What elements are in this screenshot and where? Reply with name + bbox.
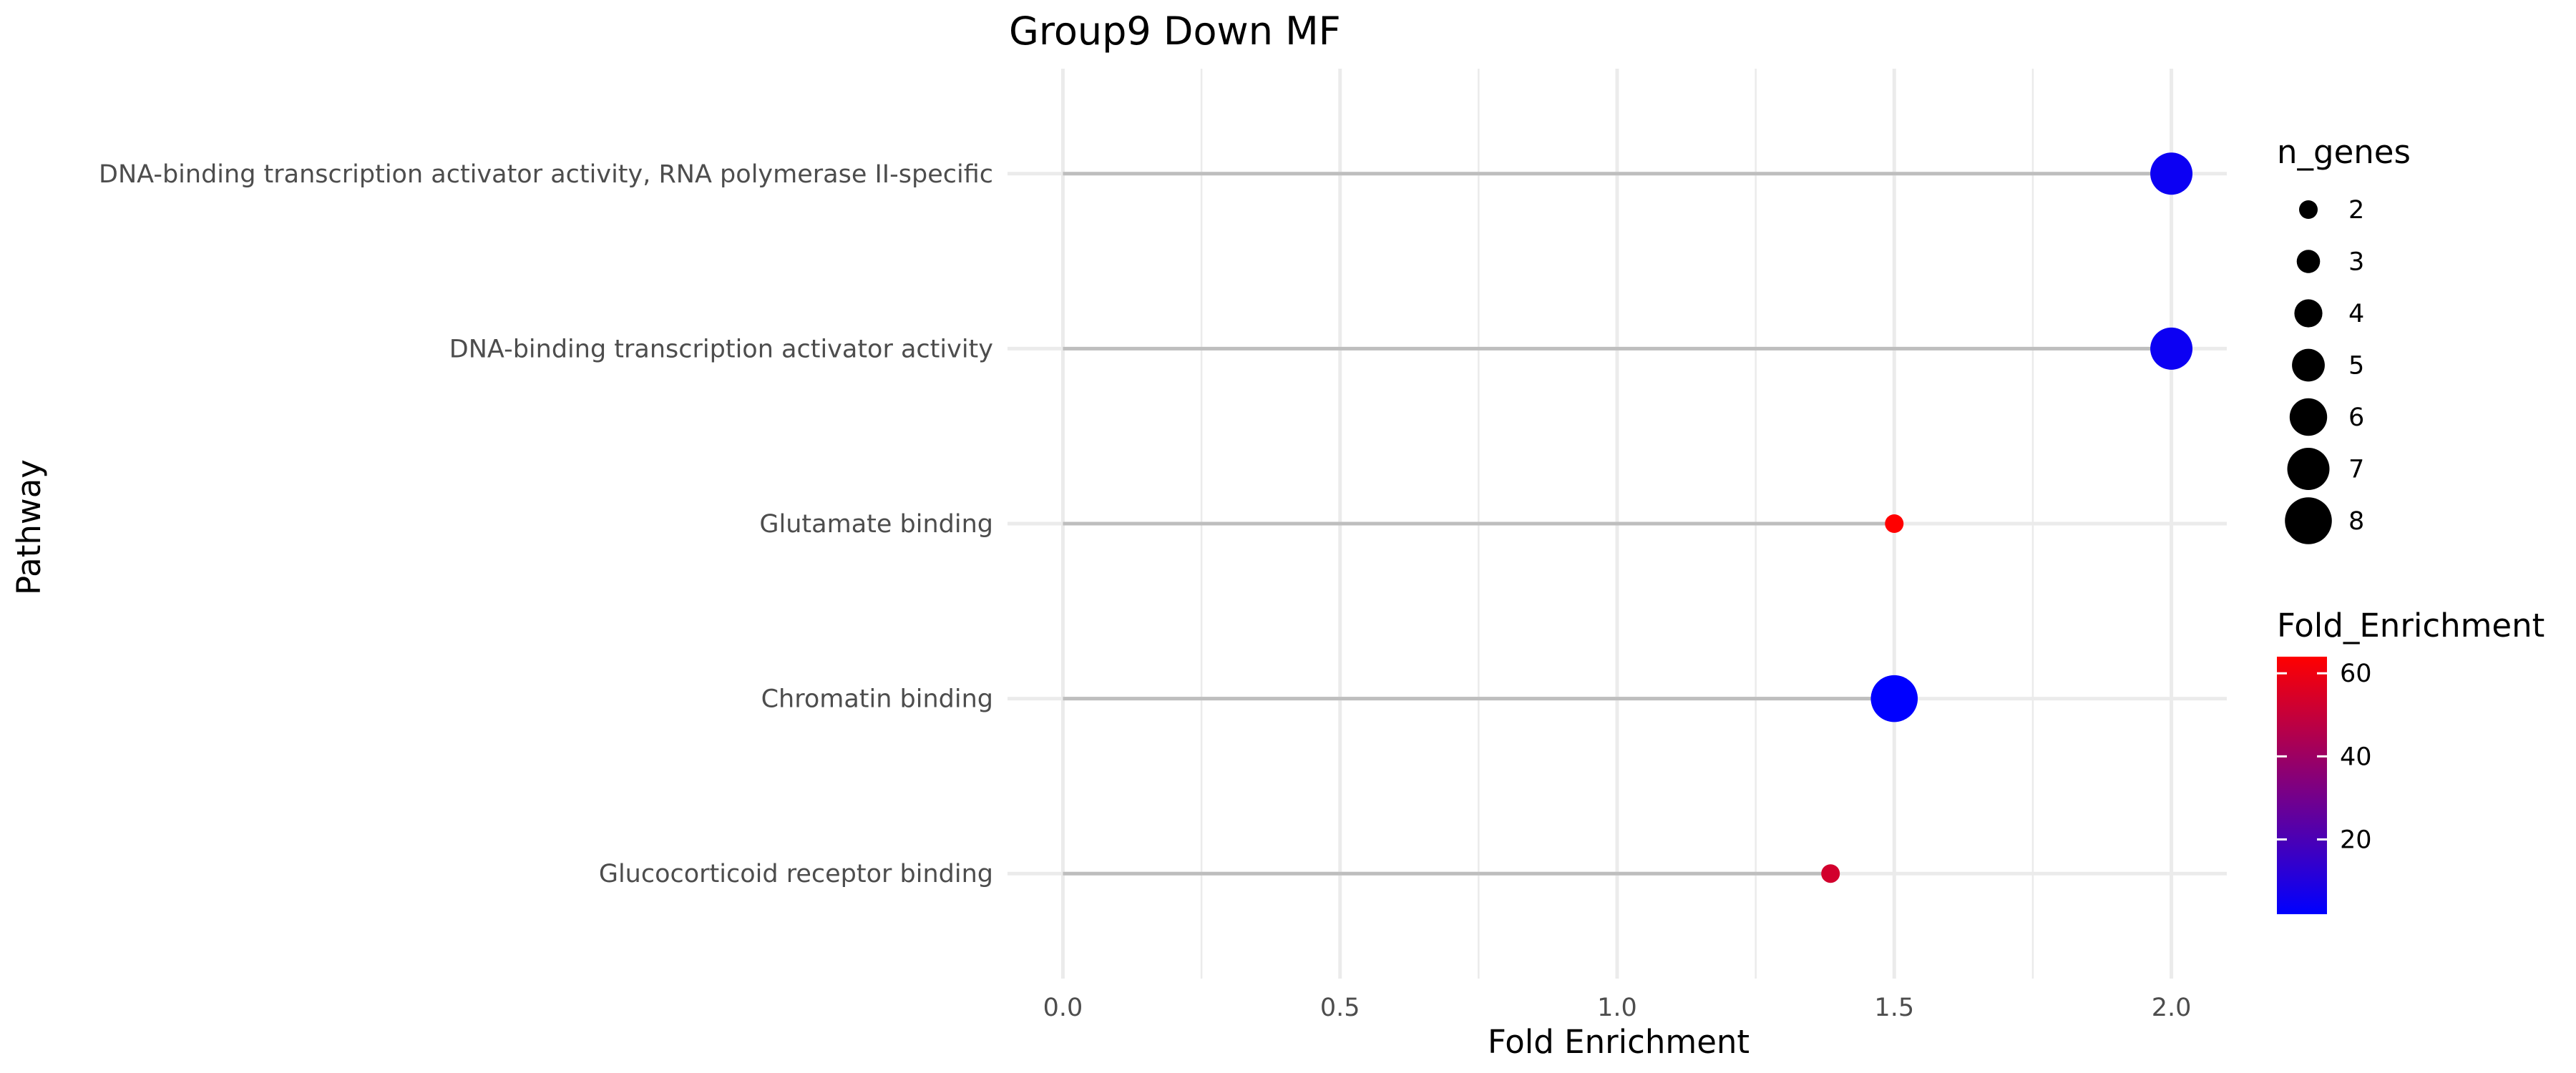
size-legend-label: 8 bbox=[2348, 507, 2364, 536]
size-legend-key bbox=[2294, 299, 2323, 328]
x-axis-title: Fold Enrichment bbox=[1488, 1023, 1750, 1061]
lollipop-point bbox=[2150, 327, 2193, 370]
size-legend-key bbox=[2292, 348, 2325, 382]
size-legend-label: 3 bbox=[2348, 248, 2364, 277]
y-tick-label: Chromatin binding bbox=[761, 685, 993, 714]
color-legend-label: 40 bbox=[2340, 743, 2372, 771]
size-legend-label: 4 bbox=[2348, 300, 2364, 328]
color-legend-label: 60 bbox=[2340, 660, 2372, 688]
y-axis-title: Pathway bbox=[10, 459, 48, 595]
size-legend-key bbox=[2287, 448, 2330, 490]
size-legend-key bbox=[2289, 398, 2328, 436]
size-legend-key bbox=[2285, 497, 2332, 544]
lollipop-point bbox=[2150, 152, 2193, 195]
size-legend-label: 6 bbox=[2348, 403, 2364, 432]
x-tick-label: 1.0 bbox=[1597, 994, 1637, 1022]
chart-title: Group9 Down MF bbox=[1009, 9, 1341, 54]
lollipop-point bbox=[1870, 675, 1918, 722]
points bbox=[1821, 152, 2193, 883]
color-legend: Fold_Enrichment 20 40 60 bbox=[2277, 607, 2545, 914]
color-legend-label: 20 bbox=[2340, 825, 2372, 854]
size-legend-key bbox=[2296, 250, 2321, 273]
size-legend-title: n_genes bbox=[2277, 133, 2411, 171]
x-tick-label: 1.5 bbox=[1874, 994, 1914, 1022]
stems bbox=[1063, 172, 2172, 876]
lollipop-point bbox=[1821, 864, 1840, 883]
x-axis-tick-labels: 0.0 0.5 1.0 1.5 2.0 bbox=[1043, 994, 2192, 1022]
y-axis-tick-labels: DNA-binding transcription activator acti… bbox=[99, 160, 993, 888]
color-legend-bar bbox=[2277, 657, 2327, 914]
x-tick-label: 0.0 bbox=[1043, 994, 1083, 1022]
y-tick-label: DNA-binding transcription activator acti… bbox=[449, 335, 993, 363]
size-legend-label: 5 bbox=[2348, 352, 2364, 381]
lollipop-point bbox=[1885, 514, 1904, 533]
y-tick-label: DNA-binding transcription activator acti… bbox=[99, 160, 993, 189]
size-legend-label: 7 bbox=[2348, 456, 2364, 484]
color-legend-title: Fold_Enrichment bbox=[2277, 607, 2545, 645]
size-legend-label: 2 bbox=[2348, 196, 2364, 225]
size-legend: n_genes 2 3 4 5 6 7 8 bbox=[2277, 133, 2411, 544]
y-tick-label: Glucocorticoid receptor binding bbox=[599, 860, 993, 888]
x-tick-label: 0.5 bbox=[1320, 994, 1360, 1022]
y-tick-label: Glutamate binding bbox=[759, 510, 993, 539]
x-tick-label: 2.0 bbox=[2152, 994, 2192, 1022]
size-legend-key bbox=[2299, 200, 2318, 219]
